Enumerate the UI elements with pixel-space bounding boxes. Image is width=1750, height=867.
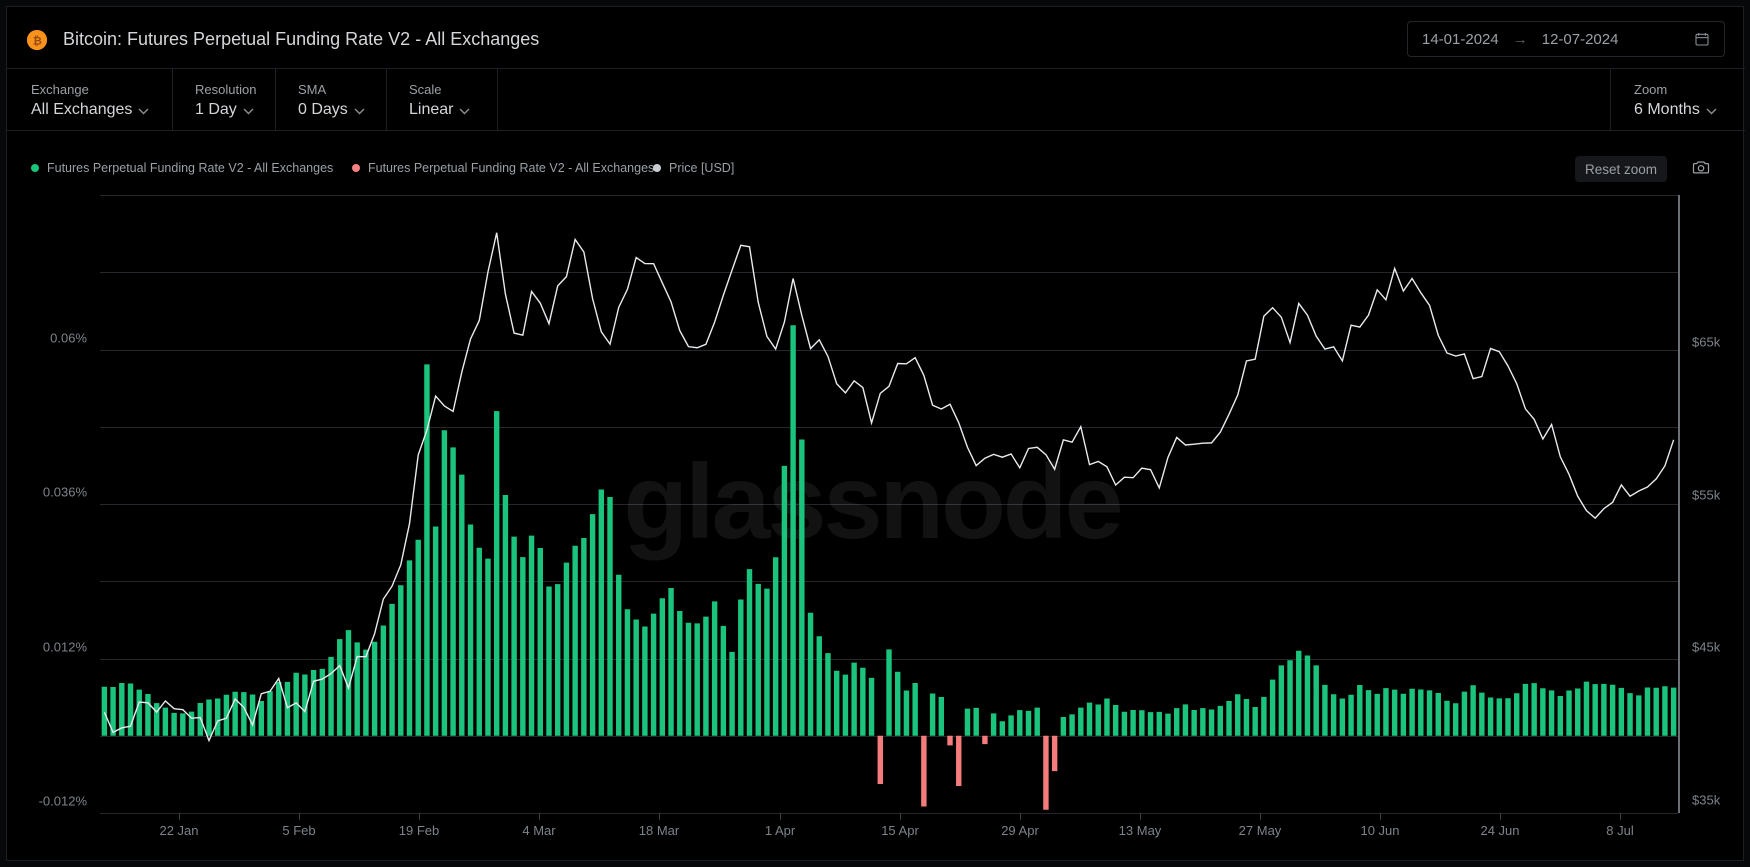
svg-text:glassnode: glassnode (623, 443, 1120, 561)
svg-text:₿: ₿ (33, 36, 42, 48)
